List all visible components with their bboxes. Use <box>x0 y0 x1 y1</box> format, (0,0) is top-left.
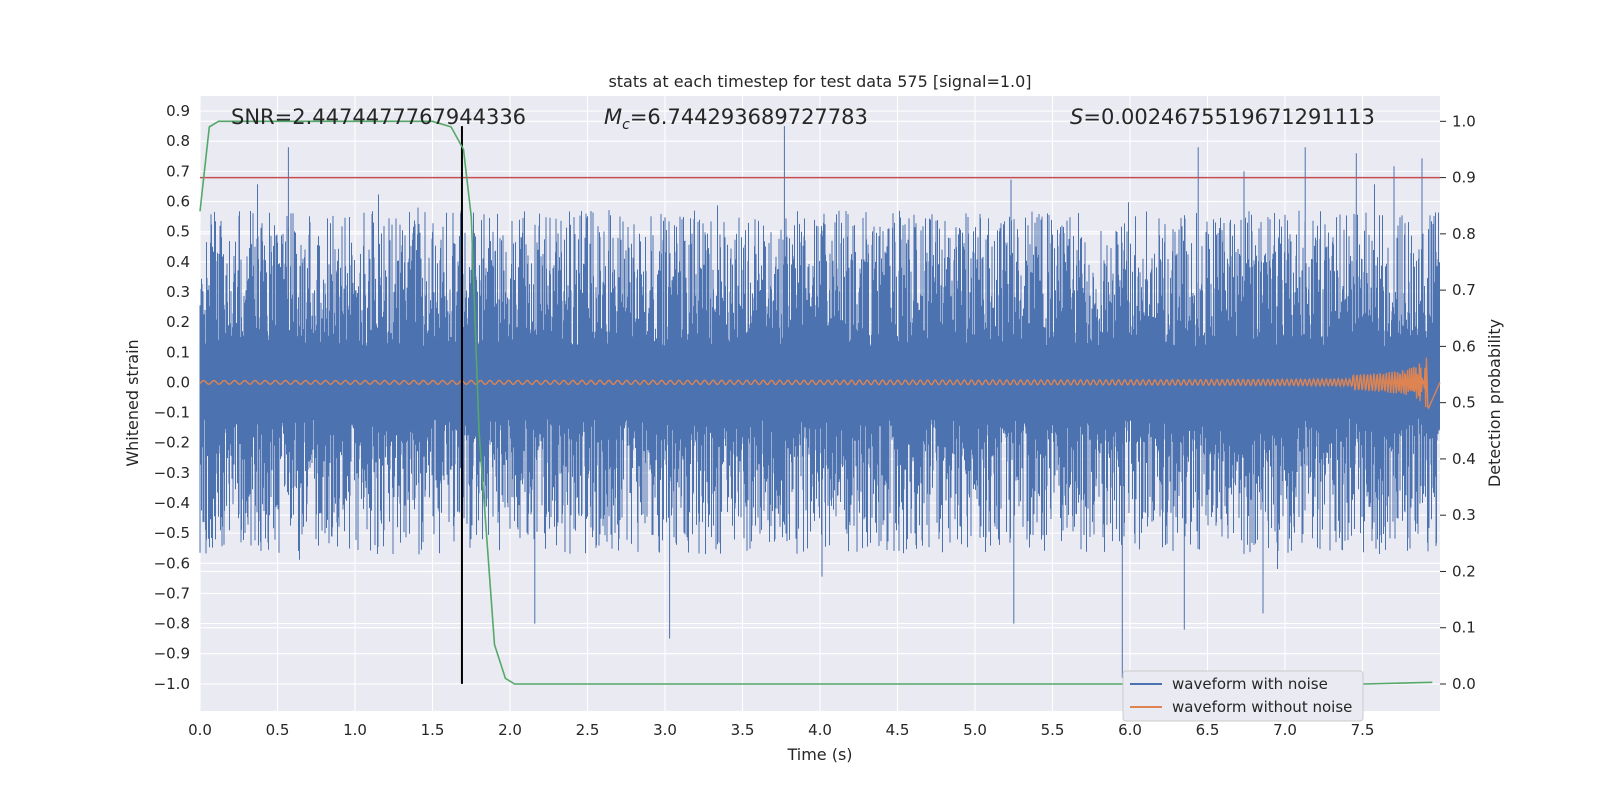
y-tick-label: −0.6 <box>154 554 190 572</box>
y2-tick-label: 0.1 <box>1452 619 1476 637</box>
y-tick-label: 0.8 <box>166 132 190 150</box>
y-tick-label: 0.7 <box>166 162 190 180</box>
y2-axis-title: Detection probability <box>1485 319 1504 487</box>
s-annotation: S=0.0024675519671291113 <box>1070 105 1375 129</box>
y2-tick-label: 0.7 <box>1452 281 1476 299</box>
y-tick-label: −0.5 <box>154 524 190 542</box>
y-tick-label: −0.8 <box>154 615 190 633</box>
x-tick-label: 5.5 <box>1041 721 1065 739</box>
snr-annotation: SNR=2.4474477767944336 <box>231 105 526 129</box>
s-symbol: S <box>1070 105 1083 129</box>
chirp-mass-subscript: c <box>622 117 630 133</box>
x-tick-label: 7.0 <box>1273 721 1297 739</box>
y2-tick-label: 0.3 <box>1452 506 1476 524</box>
y2-tick-label: 0.0 <box>1452 675 1476 693</box>
series-detection-probability <box>199 120 1433 685</box>
x-tick-label: 1.0 <box>343 721 367 739</box>
x-tick-label: 2.0 <box>498 721 522 739</box>
chirp-mass-symbol: M <box>604 105 622 129</box>
x-tick-label: 6.0 <box>1118 721 1142 739</box>
x-tick-label: 3.5 <box>731 721 755 739</box>
y-tick-label: 0.9 <box>166 102 190 120</box>
y-tick-label: −0.2 <box>154 434 190 452</box>
y-tick-label: 0.0 <box>166 373 190 391</box>
y2-tick-label: 0.5 <box>1452 394 1476 412</box>
series-waveform-without-noise <box>199 357 1441 410</box>
x-tick-label: 4.0 <box>808 721 832 739</box>
x-tick-label: 5.0 <box>963 721 987 739</box>
x-tick-label: 1.5 <box>421 721 445 739</box>
legend-box <box>1122 670 1364 722</box>
y-tick-label: 0.6 <box>166 193 190 211</box>
y-tick-label: −0.9 <box>154 645 190 663</box>
chirp-mass-annotation: Mc=6.744293689727783 <box>604 105 868 133</box>
y-tick-label: −0.4 <box>154 494 190 512</box>
x-tick-label: 6.5 <box>1196 721 1220 739</box>
y-tick-label: 0.5 <box>166 223 190 241</box>
legend-label-clean: waveform without noise <box>1172 698 1352 716</box>
legend-label-noise: waveform with noise <box>1172 675 1328 693</box>
y2-tick-label: 0.4 <box>1452 450 1476 468</box>
x-tick-label: 0.0 <box>188 721 212 739</box>
y2-tick-label: 1.0 <box>1452 112 1476 130</box>
y2-tick-label: 0.9 <box>1452 169 1476 187</box>
y2-tick-label: 0.8 <box>1452 225 1476 243</box>
y2-tick-label: 0.2 <box>1452 562 1476 580</box>
ticks: 0.0 0.5 1.0 1.5 2.0 2.5 3.0 3.5 4.0 4.5 5.0 5.5 6.0 6… <box>154 102 1476 739</box>
chart-title: stats at each timestep for test data 575… <box>608 72 1031 91</box>
x-tick-label: 3.0 <box>653 721 677 739</box>
chirp-mass-value: =6.744293689727783 <box>630 105 868 129</box>
x-tick-label: 4.5 <box>886 721 910 739</box>
y-tick-label: 0.2 <box>166 313 190 331</box>
y-tick-label: 0.1 <box>166 343 190 361</box>
y-tick-label: 0.4 <box>166 253 190 271</box>
x-tick-label: 7.5 <box>1351 721 1375 739</box>
legend: waveform with noise waveform without noi… <box>1122 670 1364 722</box>
x-axis-title: Time (s) <box>786 745 852 764</box>
y-axis-title: Whitened strain <box>123 339 142 466</box>
x-tick-label: 2.5 <box>576 721 600 739</box>
y-tick-label: −0.7 <box>154 584 190 602</box>
s-value: =0.0024675519671291113 <box>1083 105 1375 129</box>
y-tick-label: −0.3 <box>154 464 190 482</box>
y-tick-label: −0.1 <box>154 404 190 422</box>
y-tick-label: 0.3 <box>166 283 190 301</box>
x-tick-label: 0.5 <box>266 721 290 739</box>
y-tick-label: −1.0 <box>154 675 190 693</box>
y2-tick-label: 0.6 <box>1452 337 1476 355</box>
